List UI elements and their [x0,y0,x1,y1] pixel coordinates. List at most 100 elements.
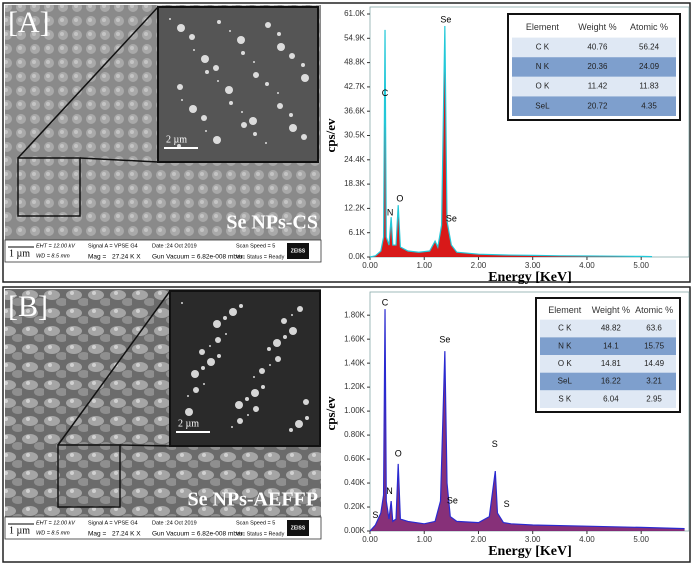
table-cell: 24.09 [639,62,660,71]
info-text: EHT = 12.00 kV [36,520,76,526]
particle [207,358,215,366]
peak-label: O [396,194,403,204]
x-tick-label: 3.00 [525,261,541,270]
panel-label: [A] [8,6,50,39]
x-axis-label: Energy [KeV] [488,544,572,559]
particle [225,86,233,94]
table-cell: O K [558,359,572,368]
peak-label: Se [446,214,457,224]
table-cell: C K [536,43,550,52]
x-tick-label: 4.00 [579,261,595,270]
x-tick-label: 5.00 [633,261,649,270]
zoom-line [17,6,159,159]
peak-label: S [492,439,498,449]
particle [215,337,221,343]
particle [265,22,271,28]
y-tick-label: 1.40K [344,358,366,367]
table-cell: 14.49 [644,359,665,368]
particle [303,399,309,405]
particle [289,124,297,132]
table-header: Atomic % [630,22,668,32]
zeiss-text: ZEISS [291,248,306,254]
particle [253,132,257,136]
particle [201,366,205,370]
info-bar [4,239,322,263]
particle [259,368,265,374]
y-tick-label: 0.40K [344,478,366,487]
y-tick-label: 6.1K [349,228,366,237]
particle [301,63,305,67]
peak-label: C [382,298,389,308]
particle [213,320,221,328]
y-tick-label: 12.2K [344,204,366,213]
y-tick-label: 0.80K [344,430,366,439]
table-cell: 11.42 [588,82,608,91]
particle [205,130,207,132]
particle [267,347,271,351]
particle [191,370,199,378]
particle [229,101,233,105]
y-tick-label: 18.3K [344,179,366,188]
table-header: Weight % [578,22,616,32]
table-cell: 3.21 [646,377,662,386]
particle [253,376,255,378]
particle [241,111,243,113]
particle [169,18,171,20]
particle [241,51,245,55]
particle [189,105,197,113]
panel-frame [2,2,691,283]
particle [205,70,209,74]
table-cell: SeL [558,377,573,386]
inset-scale-label: 2 µm [166,134,187,145]
x-tick-label: 5.00 [633,535,649,544]
y-tick-label: 1.60K [344,334,366,343]
x-tick-label: 4.00 [579,535,595,544]
particle [201,55,209,63]
info-text: Gun Vacuum = 6.82e-008 mbar [152,531,244,538]
particle [217,80,219,82]
peak-label: C [382,88,389,98]
x-tick-label: 1.00 [416,535,432,544]
particle [289,53,295,59]
particle [245,397,249,401]
info-text: Date :24 Oct 2019 [152,520,197,526]
particle [239,304,243,308]
table-header: Weight % [592,305,630,315]
particle [283,335,287,339]
table-cell: 40.76 [587,43,608,52]
particle [189,34,195,40]
particle [301,134,307,140]
info-bar [4,516,322,540]
particle [229,308,237,316]
y-tick-label: 61.0K [344,9,366,18]
table-cell: 16.22 [601,377,622,386]
particle [213,65,219,71]
y-tick-label: 30.5K [344,131,366,140]
table-cell: 63.6 [646,324,662,333]
particle [209,345,211,347]
particle [247,414,249,416]
spectrum-line [369,309,685,532]
particle [187,395,189,397]
peak-label: S [372,510,378,520]
info-text: 27.24 K X [112,254,141,261]
x-axis-label: Energy [KeV] [488,270,572,285]
table-header: Element [548,305,582,315]
table-cell: 2.95 [646,394,662,403]
table-row [512,96,676,116]
spectrum-area [370,25,653,257]
info-text: WD = 8.5 mm [36,530,70,536]
particle [295,420,303,428]
x-tick-label: 0.00 [362,261,378,270]
table-cell: 48.82 [601,324,622,333]
x-tick-label: 3.00 [525,535,541,544]
particle [203,383,205,385]
particle [237,418,243,424]
zeiss-logo [287,520,309,536]
table-cell: S K [558,394,572,403]
particle [305,416,309,420]
info-text: Scan Speed = 5 [236,243,275,249]
scale-label: 1 µm [9,248,30,259]
particle [225,333,227,335]
